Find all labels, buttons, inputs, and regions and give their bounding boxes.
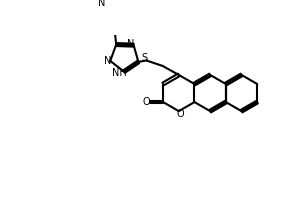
- Text: N: N: [128, 39, 135, 49]
- Text: S: S: [142, 53, 148, 63]
- Text: NH: NH: [112, 68, 127, 78]
- Text: N: N: [98, 0, 106, 8]
- Text: O: O: [142, 97, 150, 107]
- Text: O: O: [177, 109, 184, 119]
- Text: N: N: [104, 56, 112, 66]
